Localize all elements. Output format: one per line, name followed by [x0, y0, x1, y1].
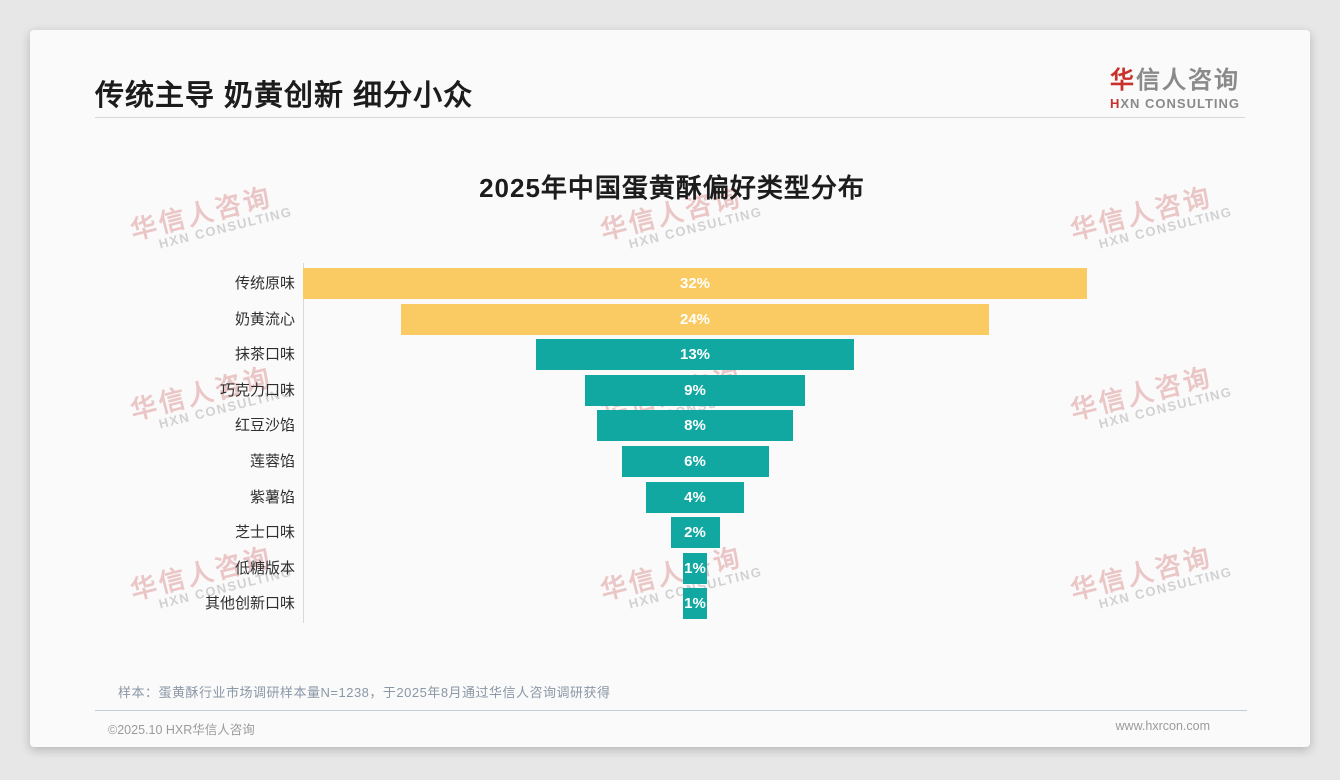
footer-divider	[95, 710, 1247, 711]
funnel-row: 抹茶口味 13%	[95, 339, 1249, 371]
funnel-row: 奶黄流心 24%	[95, 303, 1249, 335]
page-title: 传统主导 奶黄创新 细分小众	[95, 80, 474, 112]
bar-area: 6%	[303, 446, 1087, 477]
bar-value-label: 1%	[684, 595, 706, 613]
funnel-bar: 1%	[682, 552, 708, 584]
funnel-row: 其他创新口味 1%	[95, 588, 1249, 620]
bar-area: 24%	[303, 303, 1087, 335]
funnel-bar: 13%	[535, 339, 855, 371]
category-label: 紫薯馅	[249, 488, 295, 506]
category-label: 芝士口味	[234, 524, 295, 542]
bar-area: 1%	[303, 552, 1087, 584]
category-label: 奶黄流心	[234, 310, 295, 328]
logo-cn-text: 华信人咨询	[1110, 67, 1240, 94]
bar-area: 4%	[303, 481, 1087, 513]
category-label: 抹茶口味	[234, 346, 295, 364]
funnel-row: 芝士口味 2%	[95, 517, 1249, 549]
funnel-bar: 9%	[584, 374, 806, 406]
bar-value-label: 1%	[684, 559, 706, 577]
bar-area: 2%	[303, 517, 1087, 549]
funnel-plot: 传统原味 32% 奶黄流心 24% 抹茶口味 13% 巧克力口味 9% 红豆沙馅 8% 莲蓉馅 6% 紫…	[95, 263, 1249, 650]
report-card: 华信人咨询 HXN CONSULTING 华信人咨询 HXN CONSULTING 华信…	[30, 30, 1310, 747]
category-label: 低糖版本	[234, 559, 295, 577]
footer-copyright: ©2025.10 HXR华信人咨询	[108, 723, 255, 737]
funnel-row: 莲蓉馅 6%	[95, 446, 1249, 477]
bar-area: 13%	[303, 339, 1087, 371]
funnel-bar: 32%	[303, 268, 1087, 299]
bar-value-label: 6%	[684, 453, 706, 470]
funnel-bar: 6%	[621, 446, 769, 477]
category-label: 其他创新口味	[204, 595, 295, 613]
funnel-row: 巧克力口味 9%	[95, 374, 1249, 406]
funnel-bar: 2%	[670, 517, 720, 549]
bar-area: 1%	[303, 588, 1087, 620]
funnel-row: 低糖版本 1%	[95, 552, 1249, 584]
header-divider	[95, 117, 1245, 118]
funnel-bar: 24%	[401, 303, 989, 335]
funnel-row: 紫薯馅 4%	[95, 481, 1249, 513]
funnel-bar: 1%	[682, 588, 708, 620]
category-label: 红豆沙馅	[234, 417, 295, 435]
logo-en-text: HXN CONSULTING	[1109, 96, 1240, 111]
footer-website: www.hxrcon.com	[1115, 719, 1210, 733]
funnel-row: 红豆沙馅 8%	[95, 410, 1249, 442]
bar-value-label: 2%	[684, 524, 706, 542]
bar-value-label: 32%	[679, 275, 711, 292]
category-label: 巧克力口味	[219, 381, 295, 399]
category-label: 莲蓉馅	[249, 453, 295, 470]
bar-area: 8%	[303, 410, 1087, 442]
sample-footnote: 样本：蛋黄酥行业市场调研样本量N=1238，于2025年8月通过华信人咨询调研获…	[118, 685, 611, 700]
bar-value-label: 4%	[684, 488, 706, 506]
axis-line	[303, 263, 304, 623]
bar-value-label: 9%	[684, 381, 706, 399]
category-label: 传统原味	[234, 275, 295, 292]
bar-value-label: 13%	[679, 346, 711, 364]
funnel-bar: 4%	[646, 481, 744, 513]
bar-area: 32%	[303, 268, 1087, 299]
bar-value-label: 24%	[679, 310, 711, 328]
bar-area: 9%	[303, 374, 1087, 406]
funnel-bar: 8%	[597, 410, 793, 442]
funnel-row: 传统原味 32%	[95, 268, 1249, 299]
chart-title: 2025年中国蛋黄酥偏好类型分布	[479, 173, 865, 203]
company-logo: 华信人咨询 HXN CONSULTING	[1109, 67, 1240, 112]
bar-value-label: 8%	[684, 417, 706, 435]
